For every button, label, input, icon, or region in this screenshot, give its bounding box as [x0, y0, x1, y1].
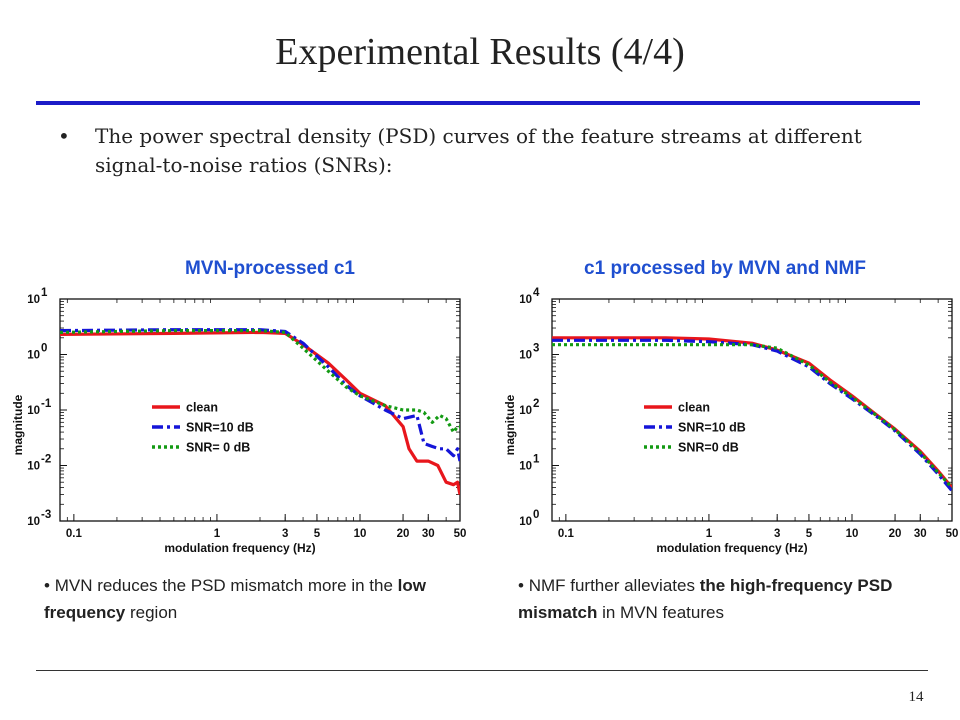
y-tick-exponent: 3 — [533, 343, 539, 355]
right-note-text-1: NMF further alleviates — [528, 576, 700, 595]
y-axis-label: magnitude — [503, 394, 517, 455]
legend-label: SNR= 0 dB — [186, 441, 250, 455]
x-tick-label: 3 — [282, 528, 288, 540]
y-tick-label: 10 — [519, 294, 532, 306]
y-tick-exponent: 2 — [533, 398, 539, 410]
y-tick-label: 10 — [27, 516, 40, 528]
y-tick-label: 10 — [519, 350, 532, 362]
y-tick-exponent: -2 — [41, 454, 51, 466]
left-note-text-1: MVN reduces the PSD mismatch more in the — [54, 576, 398, 595]
chart-legend: clean SNR=10 dB SNR=0 dB — [644, 401, 746, 455]
plot-frame — [551, 298, 953, 522]
left-note-text-2: region — [125, 603, 178, 622]
x-tick-label: 50 — [454, 528, 467, 540]
x-tick-label: 5 — [314, 528, 321, 540]
series-line-snr10 — [60, 328, 460, 462]
right-note-emphasis: the high-frequency PSD mismatch — [518, 576, 893, 622]
legend-label: SNR=10 dB — [678, 421, 746, 435]
page-number: 14 — [908, 689, 924, 705]
x-tick-label: 20 — [397, 528, 410, 540]
plot-frame — [59, 298, 461, 522]
main-bullet-text: The power spectral density (PSD) curves … — [95, 124, 862, 177]
y-tick-exponent: 0 — [41, 343, 47, 355]
x-tick-label: 1 — [214, 528, 221, 540]
series-line-snr0 — [552, 343, 952, 489]
left-note-emphasis: low frequency — [44, 576, 426, 622]
y-tick-label: 10 — [27, 405, 40, 417]
chart-legend: clean SNR=10 dB SNR= 0 dB — [152, 401, 254, 455]
footer-rule — [36, 670, 928, 671]
x-tick-label: 20 — [889, 528, 902, 540]
psd-chart-mvn-nmf: 0.1 1 3 5 10 20 30 50100101102103104modulation … — [503, 287, 959, 555]
series-line-clean — [60, 330, 460, 495]
bullet-dot: • — [58, 124, 70, 148]
left-note-dot: • — [44, 576, 50, 595]
right-note: • NMF further alleviates the high-freque… — [518, 572, 948, 626]
left-note: • MVN reduces the PSD mismatch more in t… — [44, 572, 464, 626]
x-tick-label: 30 — [914, 528, 927, 540]
title-underline — [36, 101, 920, 105]
legend-label: SNR=10 dB — [186, 421, 254, 435]
y-tick-label: 10 — [519, 461, 532, 473]
right-chart-heading: c1 processed by MVN and NMF — [584, 258, 866, 279]
right-note-dot: • — [518, 576, 524, 595]
x-axis-label: modulation frequency (Hz) — [164, 541, 315, 555]
y-tick-label: 10 — [27, 350, 40, 362]
legend-label: SNR=0 dB — [678, 441, 739, 455]
x-tick-label: 1 — [706, 528, 713, 540]
x-tick-label: 30 — [422, 528, 435, 540]
x-tick-label: 10 — [354, 528, 367, 540]
y-tick-exponent: -1 — [41, 398, 52, 410]
legend-label: clean — [186, 401, 218, 415]
y-tick-exponent: 1 — [533, 454, 540, 466]
y-tick-exponent: -3 — [41, 509, 51, 521]
y-tick-exponent: 4 — [533, 287, 540, 299]
left-chart-heading: MVN-processed c1 — [184, 258, 355, 279]
x-tick-label: 5 — [806, 528, 813, 540]
x-tick-label: 3 — [774, 528, 780, 540]
y-tick-label: 10 — [519, 405, 532, 417]
minor-ticks — [551, 299, 953, 521]
legend-label: clean — [678, 401, 710, 415]
y-tick-label: 10 — [27, 294, 40, 306]
psd-chart-mvn: 0.1 1 3 5 10 20 30 5010-310-210-1100101modulati… — [11, 287, 467, 555]
y-tick-label: 10 — [519, 516, 532, 528]
x-tick-label: 0.1 — [66, 528, 83, 540]
right-note-text-2: in MVN features — [597, 603, 724, 622]
x-tick-label: 50 — [946, 528, 959, 540]
y-tick-exponent: 1 — [41, 287, 48, 299]
slide-title: Experimental Results (4/4) — [275, 31, 685, 73]
x-tick-label: 0.1 — [558, 528, 575, 540]
x-axis-label: modulation frequency (Hz) — [656, 541, 807, 555]
x-tick-label: 10 — [846, 528, 859, 540]
y-axis-label: magnitude — [11, 394, 25, 455]
y-tick-exponent: 0 — [533, 509, 539, 521]
y-tick-label: 10 — [27, 461, 40, 473]
